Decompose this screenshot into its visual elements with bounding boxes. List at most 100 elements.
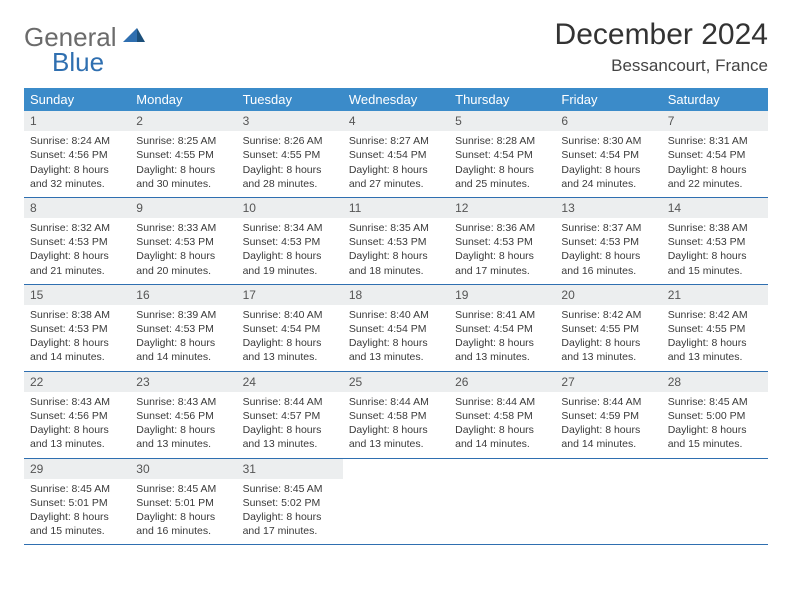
sunrise-line: Sunrise: 8:40 AM: [349, 308, 443, 322]
sunset-value: 5:00 PM: [706, 410, 745, 422]
sunset-value: 4:54 PM: [387, 149, 426, 161]
day-details: Sunrise: 8:32 AMSunset: 4:53 PMDaylight:…: [24, 218, 130, 284]
sunset-line: Sunset: 4:54 PM: [455, 322, 549, 336]
daylight-label: Daylight:: [243, 424, 284, 436]
sunrise-value: 8:32 AM: [71, 222, 110, 234]
day-number: 3: [237, 111, 343, 131]
day-number: 24: [237, 372, 343, 392]
sunrise-value: 8:36 AM: [497, 222, 536, 234]
day-number: 26: [449, 372, 555, 392]
sunset-line: Sunset: 4:58 PM: [455, 409, 549, 423]
daylight-label: Daylight:: [668, 250, 709, 262]
day-number: 1: [24, 111, 130, 131]
calendar-day-cell: 25Sunrise: 8:44 AMSunset: 4:58 PMDayligh…: [343, 371, 449, 458]
sunset-label: Sunset:: [349, 236, 385, 248]
sunset-line: Sunset: 4:59 PM: [561, 409, 655, 423]
daylight-label: Daylight:: [349, 337, 390, 349]
day-details: Sunrise: 8:30 AMSunset: 4:54 PMDaylight:…: [555, 131, 661, 197]
daylight-line: Daylight: 8 hours and 16 minutes.: [561, 249, 655, 277]
day-number: 20: [555, 285, 661, 305]
daylight-line: Daylight: 8 hours and 13 minutes.: [349, 423, 443, 451]
sunset-line: Sunset: 4:53 PM: [136, 322, 230, 336]
day-number: 18: [343, 285, 449, 305]
sunrise-value: 8:44 AM: [603, 396, 642, 408]
sunset-label: Sunset:: [561, 323, 597, 335]
calendar-day-cell: 18Sunrise: 8:40 AMSunset: 4:54 PMDayligh…: [343, 284, 449, 371]
calendar-table: SundayMondayTuesdayWednesdayThursdayFrid…: [24, 88, 768, 545]
sunrise-value: 8:28 AM: [497, 135, 536, 147]
daylight-label: Daylight:: [30, 511, 71, 523]
sunset-value: 4:55 PM: [175, 149, 214, 161]
sunset-value: 4:54 PM: [387, 323, 426, 335]
sunrise-label: Sunrise:: [455, 222, 494, 234]
daylight-line: Daylight: 8 hours and 14 minutes.: [455, 423, 549, 451]
sunrise-value: 8:27 AM: [390, 135, 429, 147]
sunrise-label: Sunrise:: [136, 396, 175, 408]
sunset-label: Sunset:: [243, 497, 279, 509]
sunset-line: Sunset: 5:01 PM: [30, 496, 124, 510]
day-details: Sunrise: 8:28 AMSunset: 4:54 PMDaylight:…: [449, 131, 555, 197]
sunrise-value: 8:34 AM: [284, 222, 323, 234]
sunrise-label: Sunrise:: [243, 222, 282, 234]
sunset-value: 4:58 PM: [387, 410, 426, 422]
sunrise-value: 8:30 AM: [603, 135, 642, 147]
daylight-label: Daylight:: [243, 164, 284, 176]
day-number: 10: [237, 198, 343, 218]
sunrise-line: Sunrise: 8:45 AM: [136, 482, 230, 496]
calendar-day-cell: 1Sunrise: 8:24 AMSunset: 4:56 PMDaylight…: [24, 111, 130, 197]
daylight-line: Daylight: 8 hours and 25 minutes.: [455, 163, 549, 191]
sunrise-value: 8:26 AM: [284, 135, 323, 147]
sunset-value: 4:54 PM: [494, 323, 533, 335]
daylight-label: Daylight:: [455, 164, 496, 176]
sunset-value: 4:55 PM: [600, 323, 639, 335]
day-details: Sunrise: 8:45 AMSunset: 5:01 PMDaylight:…: [130, 479, 236, 545]
sunset-label: Sunset:: [30, 410, 66, 422]
day-number: 30: [130, 459, 236, 479]
sunset-line: Sunset: 4:53 PM: [243, 235, 337, 249]
weekday-header: Tuesday: [237, 88, 343, 111]
logo-triangle-icon: [123, 24, 145, 47]
calendar-day-cell: 30Sunrise: 8:45 AMSunset: 5:01 PMDayligh…: [130, 458, 236, 545]
sunset-value: 4:58 PM: [494, 410, 533, 422]
calendar-day-cell: 17Sunrise: 8:40 AMSunset: 4:54 PMDayligh…: [237, 284, 343, 371]
day-number: 5: [449, 111, 555, 131]
sunset-label: Sunset:: [455, 149, 491, 161]
sunrise-line: Sunrise: 8:37 AM: [561, 221, 655, 235]
daylight-label: Daylight:: [561, 250, 602, 262]
sunset-line: Sunset: 4:56 PM: [30, 148, 124, 162]
sunset-line: Sunset: 4:55 PM: [668, 322, 762, 336]
day-number: 7: [662, 111, 768, 131]
daylight-label: Daylight:: [349, 250, 390, 262]
day-number: 4: [343, 111, 449, 131]
sunset-line: Sunset: 4:53 PM: [136, 235, 230, 249]
sunset-line: Sunset: 4:57 PM: [243, 409, 337, 423]
calendar-day-cell: 31Sunrise: 8:45 AMSunset: 5:02 PMDayligh…: [237, 458, 343, 545]
calendar-day-cell: 10Sunrise: 8:34 AMSunset: 4:53 PMDayligh…: [237, 197, 343, 284]
daylight-line: Daylight: 8 hours and 21 minutes.: [30, 249, 124, 277]
sunrise-value: 8:40 AM: [284, 309, 323, 321]
sunset-value: 4:53 PM: [69, 236, 108, 248]
day-number: 13: [555, 198, 661, 218]
day-details: Sunrise: 8:44 AMSunset: 4:59 PMDaylight:…: [555, 392, 661, 458]
sunset-label: Sunset:: [668, 323, 704, 335]
day-details: Sunrise: 8:44 AMSunset: 4:58 PMDaylight:…: [449, 392, 555, 458]
day-details: Sunrise: 8:42 AMSunset: 4:55 PMDaylight:…: [662, 305, 768, 371]
sunrise-value: 8:39 AM: [178, 309, 217, 321]
sunrise-label: Sunrise:: [349, 135, 388, 147]
daylight-label: Daylight:: [30, 164, 71, 176]
day-details: Sunrise: 8:26 AMSunset: 4:55 PMDaylight:…: [237, 131, 343, 197]
sunset-line: Sunset: 4:54 PM: [561, 148, 655, 162]
day-number: 8: [24, 198, 130, 218]
sunrise-line: Sunrise: 8:41 AM: [455, 308, 549, 322]
daylight-line: Daylight: 8 hours and 13 minutes.: [243, 336, 337, 364]
weekday-header: Monday: [130, 88, 236, 111]
sunrise-label: Sunrise:: [243, 135, 282, 147]
calendar-day-cell: 27Sunrise: 8:44 AMSunset: 4:59 PMDayligh…: [555, 371, 661, 458]
daylight-label: Daylight:: [136, 337, 177, 349]
sunrise-label: Sunrise:: [136, 135, 175, 147]
day-number: 27: [555, 372, 661, 392]
day-details: Sunrise: 8:39 AMSunset: 4:53 PMDaylight:…: [130, 305, 236, 371]
sunset-line: Sunset: 4:53 PM: [30, 322, 124, 336]
sunset-value: 5:01 PM: [175, 497, 214, 509]
calendar-day-cell: 8Sunrise: 8:32 AMSunset: 4:53 PMDaylight…: [24, 197, 130, 284]
